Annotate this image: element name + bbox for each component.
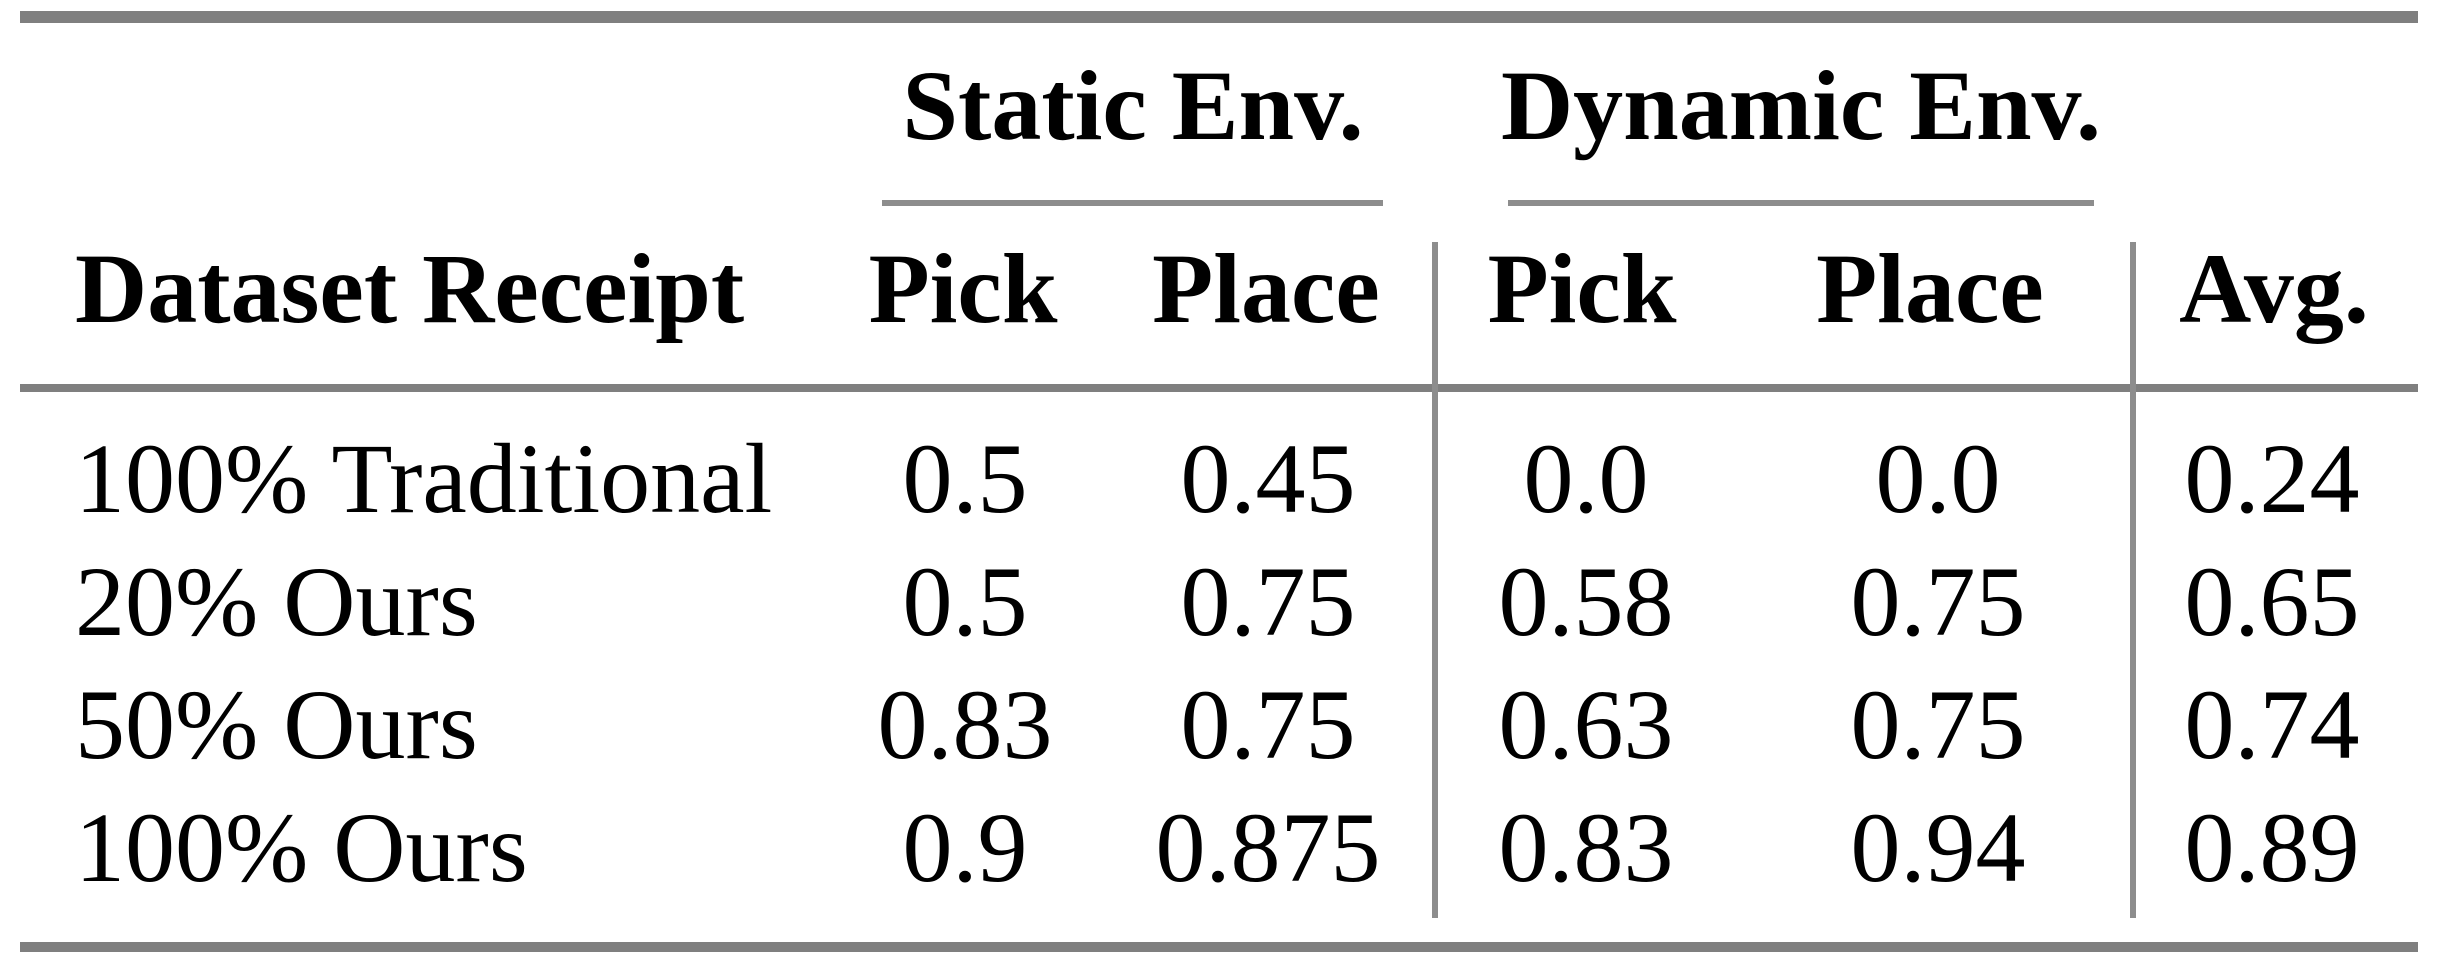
cell-static-place: 0.875 xyxy=(1155,792,1381,903)
column-header-dynamic-place: Place xyxy=(1816,233,2044,344)
cell-static-place: 0.45 xyxy=(1180,423,1356,534)
column-header-dynamic-pick: Pick xyxy=(1487,233,1677,344)
row-label: 100% Ours xyxy=(75,792,528,903)
cell-avg: 0.89 xyxy=(2184,792,2360,903)
row-label: 50% Ours xyxy=(75,669,478,780)
dynamic-env-underline xyxy=(1508,200,2094,206)
cell-static-place: 0.75 xyxy=(1180,546,1356,657)
bottom-rule xyxy=(20,942,2418,952)
cell-static-pick: 0.5 xyxy=(902,423,1028,534)
cell-dynamic-place: 0.75 xyxy=(1850,669,2026,780)
group-header-dynamic-env: Dynamic Env. xyxy=(1500,50,2102,161)
column-header-static-place: Place xyxy=(1152,233,1380,344)
cell-static-pick: 0.83 xyxy=(877,669,1053,780)
cell-dynamic-place: 0.75 xyxy=(1850,546,2026,657)
cell-static-place: 0.75 xyxy=(1180,669,1356,780)
column-separator-static-dynamic xyxy=(1432,242,1438,918)
cell-dynamic-pick: 0.83 xyxy=(1498,792,1674,903)
cell-dynamic-pick: 0.0 xyxy=(1523,423,1649,534)
row-label: 20% Ours xyxy=(75,546,478,657)
header-separator-rule xyxy=(20,384,2418,392)
cell-dynamic-place: 0.94 xyxy=(1850,792,2026,903)
column-separator-dynamic-avg xyxy=(2130,242,2136,918)
cell-dynamic-pick: 0.63 xyxy=(1498,669,1674,780)
cell-avg: 0.65 xyxy=(2184,546,2360,657)
column-header-avg: Avg. xyxy=(2179,233,2369,344)
column-header-static-pick: Pick xyxy=(868,233,1058,344)
cell-avg: 0.74 xyxy=(2184,669,2360,780)
group-header-static-env: Static Env. xyxy=(902,50,1364,161)
cell-static-pick: 0.9 xyxy=(902,792,1028,903)
cell-static-pick: 0.5 xyxy=(902,546,1028,657)
row-label: 100% Traditional xyxy=(75,423,773,534)
static-env-underline xyxy=(882,200,1383,206)
cell-dynamic-place: 0.0 xyxy=(1875,423,2001,534)
cell-dynamic-pick: 0.58 xyxy=(1498,546,1674,657)
cell-avg: 0.24 xyxy=(2184,423,2360,534)
column-header-dataset: Dataset Receipt xyxy=(75,233,745,344)
top-rule xyxy=(20,11,2418,23)
